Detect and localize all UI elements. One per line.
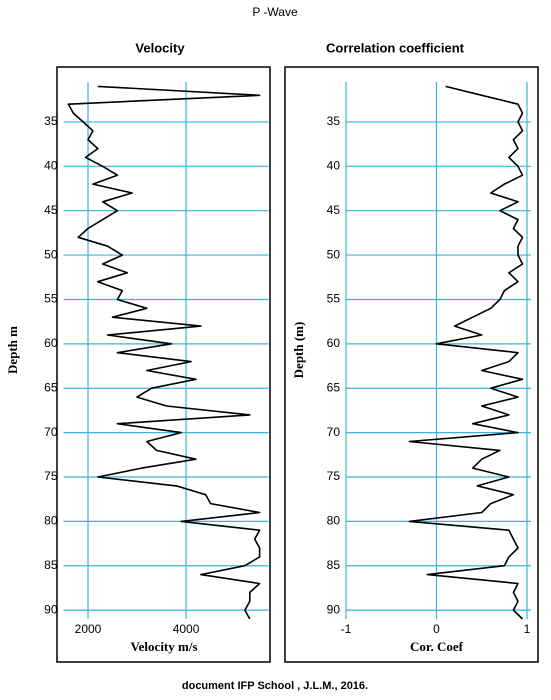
y-tick-label: 45: [327, 203, 341, 217]
data-line: [67, 85, 261, 620]
y-tick-label: 65: [44, 380, 58, 394]
y-tick-label: 60: [44, 336, 58, 350]
y-tick-label: 90: [44, 602, 58, 616]
y-tick-label: 45: [44, 203, 58, 217]
panel-frame: [56, 66, 271, 663]
y-tick-label: 80: [44, 514, 58, 528]
y-tick-label: 50: [327, 247, 341, 261]
y-tick-label: 65: [327, 380, 341, 394]
y-tick-label: 70: [327, 425, 341, 439]
y-tick-label: 85: [327, 558, 341, 572]
x-tick-label: 4000: [173, 622, 200, 636]
y-tick-label: 70: [44, 425, 58, 439]
x-tick-label: 1: [524, 622, 531, 636]
panel-title: Velocity: [135, 40, 185, 55]
y-tick-label: 35: [44, 114, 58, 128]
y-axis-label: Depth m: [5, 326, 20, 374]
x-tick-label: 2000: [75, 622, 102, 636]
y-tick-label: 55: [44, 292, 58, 306]
y-tick-label: 85: [44, 558, 58, 572]
x-tick-label: -1: [341, 622, 352, 636]
panel-title: Correlation coefficient: [326, 40, 465, 55]
y-tick-label: 40: [327, 158, 341, 172]
data-line: [408, 85, 524, 620]
y-tick-label: 50: [44, 247, 58, 261]
y-tick-label: 60: [327, 336, 341, 350]
page-title: P -Wave: [252, 5, 298, 19]
y-tick-label: 75: [327, 469, 341, 483]
y-tick-label: 90: [327, 602, 341, 616]
x-tick-label: 0: [433, 622, 440, 636]
x-axis-label: Velocity m/s: [130, 639, 197, 654]
y-tick-label: 55: [327, 292, 341, 306]
y-tick-label: 80: [327, 514, 341, 528]
y-tick-label: 75: [44, 469, 58, 483]
panel-frame: [284, 66, 539, 663]
footer: document IFP School , J.L.M., 2016.: [182, 680, 368, 692]
y-tick-label: 40: [44, 158, 58, 172]
y-axis-label: Depth (m): [291, 322, 306, 379]
y-tick-label: 35: [327, 114, 341, 128]
x-axis-label: Cor. Coef: [410, 639, 464, 654]
